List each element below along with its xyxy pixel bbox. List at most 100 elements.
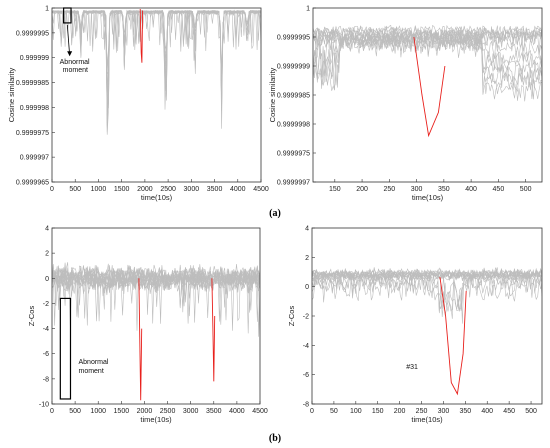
x-tick-label: 4000 [229, 408, 245, 415]
y-tick-label: 0.9999975 [16, 130, 49, 137]
plot-frame [51, 7, 262, 183]
y-tick-label: -4 [303, 343, 309, 350]
abnormal-series-line [139, 8, 144, 63]
x-tick-label: 500 [520, 186, 532, 193]
normal-trace [52, 9, 261, 97]
y-axis-label: Cosine similarity [7, 67, 16, 122]
normal-trace [52, 9, 261, 103]
y-tick-label: 0.9999995 [277, 35, 310, 42]
y-tick-label: 0.999998 [20, 105, 49, 112]
annotation-text: moment [63, 67, 88, 74]
y-tick-label: 4 [45, 226, 49, 233]
annotation-arrow [66, 24, 71, 56]
annotation-arrowhead [67, 51, 73, 57]
x-tick-label: 2500 [160, 408, 176, 415]
annotation-text: #31 [406, 364, 418, 371]
abnormal-moment-box [59, 297, 72, 400]
normal-trace [52, 9, 261, 112]
y-tick-label: 2 [305, 255, 309, 262]
y-tick-label: 2 [45, 251, 49, 258]
x-axis-label: time(10s) [411, 415, 443, 424]
x-tick-label: 0 [50, 186, 54, 193]
x-tick-label: 3000 [184, 186, 200, 193]
plot-area-b-left [52, 262, 260, 401]
normal-trace [312, 267, 542, 282]
x-tick-label: 400 [465, 186, 477, 193]
y-tick-label: 0.9999998 [277, 122, 310, 129]
x-tick-label: 200 [394, 408, 406, 415]
chart-b-left: 0 500 1000 1500 2000 2500 3000 3500 4000 4500 -10 -… [27, 226, 268, 425]
chart-a-right: 150 200 250 300 350 400 450 500 0.9999997 0.99999… [268, 6, 543, 202]
normal-trace [52, 265, 260, 322]
y-tick-label: 1 [45, 6, 49, 13]
x-tick-label: 1000 [91, 186, 107, 193]
x-tick-label: 3000 [183, 408, 199, 415]
normal-trace [312, 267, 542, 281]
x-tick-label: 2500 [160, 186, 176, 193]
x-tick-label: 150 [329, 186, 341, 193]
plot-area-a-left [52, 8, 261, 135]
y-tick-label: -8 [43, 376, 49, 383]
caption-b: (b) [269, 433, 281, 444]
x-tick-label: 500 [69, 408, 81, 415]
normal-trace [52, 9, 261, 87]
y-tick-label: -2 [43, 301, 49, 308]
x-tick-label: 150 [372, 408, 384, 415]
x-tick-label: 250 [416, 408, 428, 415]
x-axis-label: time(10s) [140, 415, 172, 424]
x-tick-label: 500 [69, 186, 81, 193]
x-tick-label: 200 [356, 186, 368, 193]
x-tick-label: 1500 [114, 186, 130, 193]
y-tick-label: 1 [306, 6, 310, 13]
x-tick-label: 250 [383, 186, 395, 193]
x-tick-label: 500 [525, 408, 537, 415]
y-tick-label: -2 [303, 314, 309, 321]
y-tick-label: 0.999999 [20, 55, 49, 62]
x-tick-label: 450 [503, 408, 515, 415]
normal-trace [313, 36, 542, 102]
x-tick-label: 3500 [206, 408, 222, 415]
y-tick-label: -4 [43, 326, 49, 333]
x-tick-label: 0 [50, 408, 54, 415]
y-tick-label: 0.9999997 [277, 180, 310, 187]
y-tick-label: 0.9999975 [277, 151, 310, 158]
y-axis-label: Z-Cos [287, 306, 296, 327]
y-axis-label: Cosine similarity [268, 67, 277, 122]
plot-frame [311, 227, 543, 405]
caption-a: (a) [269, 208, 281, 219]
x-tick-label: 4500 [252, 408, 268, 415]
y-tick-label: 0.9999995 [16, 30, 49, 37]
y-tick-label: 0 [305, 284, 309, 291]
abnormal-series-line [413, 36, 446, 138]
x-tick-label: 50 [330, 408, 338, 415]
y-tick-label: -6 [303, 372, 309, 379]
abnormal-series-line [138, 278, 143, 401]
x-tick-label: 350 [459, 408, 471, 415]
y-tick-label: 0.9999985 [16, 80, 49, 87]
y-tick-label: -10 [39, 402, 49, 409]
y-axis-label: Z-Cos [27, 306, 36, 327]
annotation-text: moment [78, 368, 103, 375]
x-tick-label: 1000 [90, 408, 106, 415]
x-tick-label: 4000 [230, 186, 246, 193]
y-tick-label: 0.9999985 [277, 93, 310, 100]
x-tick-label: 2000 [137, 186, 153, 193]
normal-trace [312, 271, 542, 312]
y-tick-label: 0 [45, 276, 49, 283]
plot-area-b-right [312, 267, 542, 396]
abnormal-series-line [211, 278, 216, 382]
chart-b-right: 0 50 100 150 200 250 300 350 400 450 500 -8 -6 -4 -2 0 2… [287, 226, 543, 424]
normal-trace [52, 266, 260, 327]
y-tick-label: 4 [305, 226, 309, 233]
x-tick-label: 1500 [114, 408, 130, 415]
normal-trace [52, 9, 261, 94]
normal-trace [312, 273, 542, 324]
plot-area-a-right [313, 24, 542, 138]
y-tick-label: 0.999997 [20, 155, 49, 162]
abnormal-moment-box [63, 7, 72, 24]
x-tick-label: 400 [481, 408, 493, 415]
x-axis-label: time(10s) [412, 193, 444, 202]
x-tick-label: 100 [350, 408, 362, 415]
y-tick-label: -6 [43, 351, 49, 358]
